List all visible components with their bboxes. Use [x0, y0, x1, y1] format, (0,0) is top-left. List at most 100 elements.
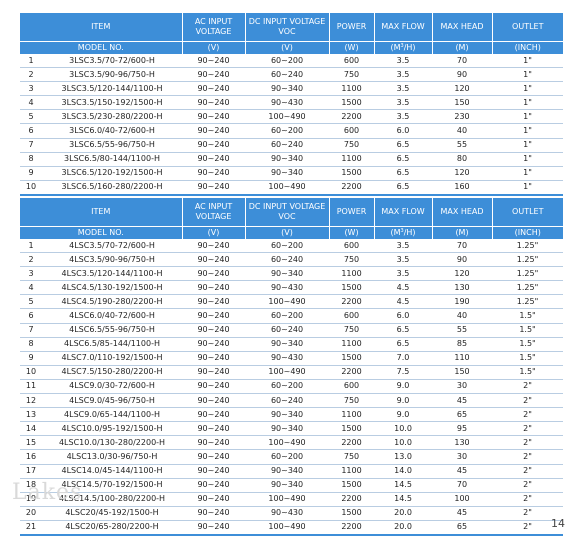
item-header: ITEM: [20, 198, 183, 227]
max-flow-cell: 7.0: [374, 351, 433, 366]
dc-voltage-cell: 100~490: [245, 365, 330, 380]
model-number-cell: 4LSC6.5/85-144/1100-H: [42, 337, 183, 352]
dc-voltage-cell: 90~340: [245, 166, 330, 181]
table-row: 5 3LSC3.5/230-280/2200-H 90~240 100~490 2200…: [20, 109, 564, 125]
table-row: 8 3LSC6.5/80-144/1100-H 90~240 90~340 1100 6.…: [20, 152, 564, 167]
outlet-cell: 1": [492, 152, 564, 167]
max-flow-cell: 13.0: [374, 449, 433, 465]
max-head-cell: 65: [432, 520, 493, 536]
item-number-cell: 11: [20, 379, 42, 395]
model-number-cell: 3LSC6.5/55-96/750-H: [42, 138, 183, 153]
max-flow-unit-exponent: 3: [400, 228, 404, 234]
dc-voltage-cell: 60~240: [245, 252, 330, 268]
max-head-cell: 45: [432, 464, 493, 479]
power-cell: 2200: [329, 180, 375, 196]
table-body: 1 3LSC3.5/70-72/600-H 90~240 60~200 600 3.5 70…: [20, 54, 564, 196]
dc-voltage-cell: 100~490: [245, 294, 330, 310]
table-row: 4 4LSC4.5/130-192/1500-H 90~240 90~430 1500 4…: [20, 280, 564, 296]
model-number-cell: 4LSC6.0/40-72/600-H: [42, 308, 183, 324]
outlet-cell: 1.5": [492, 323, 564, 338]
model-number-cell: 4LSC7.5/150-280/2200-H: [42, 365, 183, 380]
table-row: 10 3LSC6.5/160-280/2200-H 90~240 100~490 220…: [20, 180, 564, 196]
max-flow-cell: 3.5: [374, 67, 433, 83]
dc-voltage-cell: 60~240: [245, 67, 330, 83]
table-row: 1 3LSC3.5/70-72/600-H 90~240 60~200 600 3.5 70…: [20, 54, 564, 69]
max-head-cell: 80: [432, 152, 493, 167]
model-number-cell: 4LSC7.0/110-192/1500-H: [42, 351, 183, 366]
dc-voltage-cell: 90~430: [245, 351, 330, 366]
power-cell: 600: [329, 308, 375, 324]
power-cell: 600: [329, 239, 375, 254]
max-flow-cell: 6.0: [374, 123, 433, 139]
ac-voltage-cell: 90~240: [182, 123, 246, 139]
max-head-cell: 90: [432, 67, 493, 83]
power-cell: 1100: [329, 81, 375, 97]
dc-voltage-cell: 100~490: [245, 492, 330, 507]
ac-input-header: AC INPUT VOLTAGE: [182, 198, 246, 227]
outlet-cell: 1": [492, 67, 564, 83]
table-row: 3 3LSC3.5/120-144/1100-H 90~240 90~340 1100 3…: [20, 81, 564, 97]
table-row: 9 3LSC6.5/120-192/1500-H 90~240 90~340 1500 6…: [20, 166, 564, 181]
item-number-cell: 20: [20, 506, 42, 521]
unit-row: MODEL NO. (V) (V) (W) (M3/H) (M) (INCH): [20, 226, 564, 239]
max-head-cell: 40: [432, 308, 493, 324]
max-flow-cell: 14.0: [374, 464, 433, 479]
outlet-cell: 2": [492, 492, 564, 507]
ac-voltage-cell: 90~240: [182, 81, 246, 97]
dc-unit: (V): [245, 41, 330, 54]
max-head-cell: 30: [432, 449, 493, 465]
item-number-cell: 9: [20, 351, 42, 366]
ac-voltage-cell: 90~240: [182, 421, 246, 437]
dc-voltage-cell: 90~340: [245, 421, 330, 437]
ac-voltage-cell: 90~240: [182, 252, 246, 268]
ac-voltage-cell: 90~240: [182, 449, 246, 465]
item-number-cell: 8: [20, 337, 42, 352]
outlet-cell: 1": [492, 95, 564, 111]
max-head-cell: 120: [432, 266, 493, 282]
power-cell: 1500: [329, 280, 375, 296]
max-head-cell: 55: [432, 138, 493, 153]
ac-voltage-cell: 90~240: [182, 323, 246, 338]
max-flow-header: MAX FLOW: [374, 198, 433, 227]
max-flow-cell: 14.5: [374, 492, 433, 507]
max-head-unit: (M): [432, 226, 493, 239]
outlet-cell: 1": [492, 123, 564, 139]
ac-voltage-cell: 90~240: [182, 520, 246, 536]
max-head-cell: 45: [432, 393, 493, 409]
max-flow-unit-suffix: /H): [403, 43, 416, 52]
max-head-cell: 70: [432, 478, 493, 493]
ac-voltage-cell: 90~240: [182, 280, 246, 296]
power-cell: 750: [329, 449, 375, 465]
item-number-cell: 3: [20, 81, 42, 97]
item-number-cell: 14: [20, 421, 42, 437]
max-flow-cell: 6.5: [374, 180, 433, 196]
max-flow-cell: 10.0: [374, 421, 433, 437]
max-flow-cell: 10.0: [374, 435, 433, 451]
item-number-cell: 3: [20, 266, 42, 282]
dc-voltage-cell: 90~340: [245, 464, 330, 479]
ac-voltage-cell: 90~240: [182, 337, 246, 352]
outlet-cell: 2": [492, 449, 564, 465]
outlet-cell: 1.5": [492, 308, 564, 324]
table-row: 2 4LSC3.5/90-96/750-H 90~240 60~240 750 3.5 90…: [20, 252, 564, 268]
table-row: 1 4LSC3.5/70-72/600-H 90~240 60~200 600 3.5 70…: [20, 239, 564, 254]
dc-voltage-cell: 60~200: [245, 54, 330, 69]
model-number-cell: 4LSC3.5/70-72/600-H: [42, 239, 183, 254]
max-flow-cell: 9.0: [374, 379, 433, 395]
max-flow-cell: 9.0: [374, 393, 433, 409]
ac-voltage-cell: 90~240: [182, 464, 246, 479]
table-row: 15 4LSC10.0/130-280/2200-H 90~240 100~490 22…: [20, 435, 564, 451]
ac-voltage-cell: 90~240: [182, 152, 246, 167]
power-cell: 750: [329, 252, 375, 268]
max-flow-unit: (M3/H): [374, 41, 433, 54]
max-flow-unit-exponent: 3: [400, 43, 404, 49]
spec-table-4lsc: ITEM AC INPUT VOLTAGE DC INPUT VOLTAGE V…: [20, 198, 564, 536]
max-flow-cell: 6.5: [374, 138, 433, 153]
model-number-cell: 3LSC3.5/70-72/600-H: [42, 54, 183, 69]
item-number-cell: 5: [20, 294, 42, 310]
max-head-cell: 150: [432, 95, 493, 111]
dc-voltage-cell: 90~430: [245, 506, 330, 521]
model-number-cell: 4LSC13.0/30-96/750-H: [42, 449, 183, 465]
max-flow-cell: 3.5: [374, 109, 433, 125]
item-number-cell: 13: [20, 407, 42, 423]
